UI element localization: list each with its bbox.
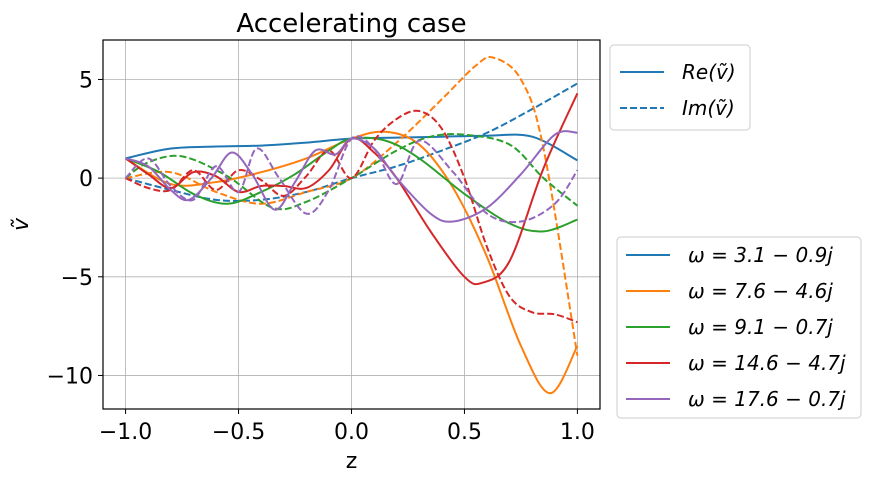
x-tick-label: 0.0 — [334, 420, 369, 445]
x-axis-label: z — [346, 449, 358, 474]
series-line-3-im — [125, 56, 579, 356]
legend-label: ω = 17.6 − 0.7j — [688, 387, 846, 411]
legend-label: ω = 7.6 − 4.6j — [688, 279, 833, 303]
legend-label: ω = 9.1 − 0.7j — [688, 315, 833, 339]
legend-label: ω = 14.6 − 4.7j — [688, 351, 846, 375]
x-tick-label: −0.5 — [212, 420, 265, 445]
series-legend: ω = 3.1 − 0.9j ω = 7.6 − 4.6j ω = 9.1 − 0.… — [616, 236, 862, 419]
axis-ticks: −1.0 −0.5 0.0 0.5 1.0 5 0 −5 −10 — [47, 68, 595, 445]
y-axis-label: ṽ — [9, 217, 34, 231]
y-tick-label: 0 — [79, 167, 93, 192]
chart-title: Accelerating case — [236, 9, 466, 39]
x-tick-label: −1.0 — [99, 420, 152, 445]
series-lines — [124, 56, 579, 395]
style-legend: Re(ṽ) Im(ṽ) — [609, 44, 751, 131]
legend-label: Re(ṽ) — [682, 60, 736, 84]
legend-label: Im(ṽ) — [682, 96, 735, 120]
y-tick-label: 5 — [79, 68, 93, 93]
series-line-6-re — [125, 92, 579, 286]
x-tick-label: 0.5 — [447, 420, 482, 445]
series-line-8-re — [125, 130, 578, 223]
x-tick-label: 1.0 — [560, 420, 595, 445]
legend-label: ω = 3.1 − 0.9j — [688, 243, 833, 267]
y-tick-label: −5 — [61, 266, 93, 291]
y-tick-label: −10 — [47, 364, 93, 389]
series-line-7-im — [125, 109, 578, 324]
series-line-2-re — [125, 130, 579, 395]
legend-frame — [616, 236, 862, 419]
series-line-9-im — [124, 135, 579, 224]
